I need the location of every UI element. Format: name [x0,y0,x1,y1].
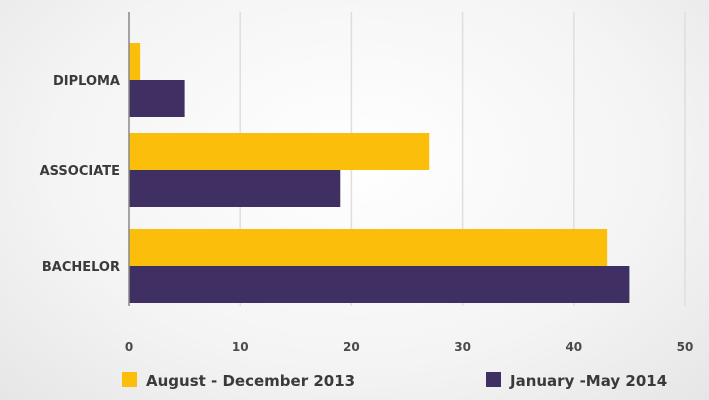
bar-jan-may-2014 [129,266,630,303]
x-tick-label: 10 [232,340,249,354]
category-label: ASSOCIATE [40,164,120,179]
x-tick-label: 20 [343,340,360,354]
x-tick-label: 30 [454,340,471,354]
x-tick-label: 0 [125,340,133,354]
legend-swatch [122,372,137,387]
bar-aug-dec-2013 [129,229,608,266]
legend-label: January -May 2014 [509,372,667,390]
bar-jan-may-2014 [129,170,341,207]
bar-jan-may-2014 [129,80,185,117]
bar-aug-dec-2013 [129,43,141,80]
legend-swatch [486,372,501,387]
bar-aug-dec-2013 [129,133,430,170]
category-label: BACHELOR [42,260,120,275]
legend-label: August - December 2013 [146,372,355,390]
category-label: DIPLOMA [53,74,120,89]
x-tick-label: 50 [677,340,694,354]
x-tick-label: 40 [565,340,582,354]
